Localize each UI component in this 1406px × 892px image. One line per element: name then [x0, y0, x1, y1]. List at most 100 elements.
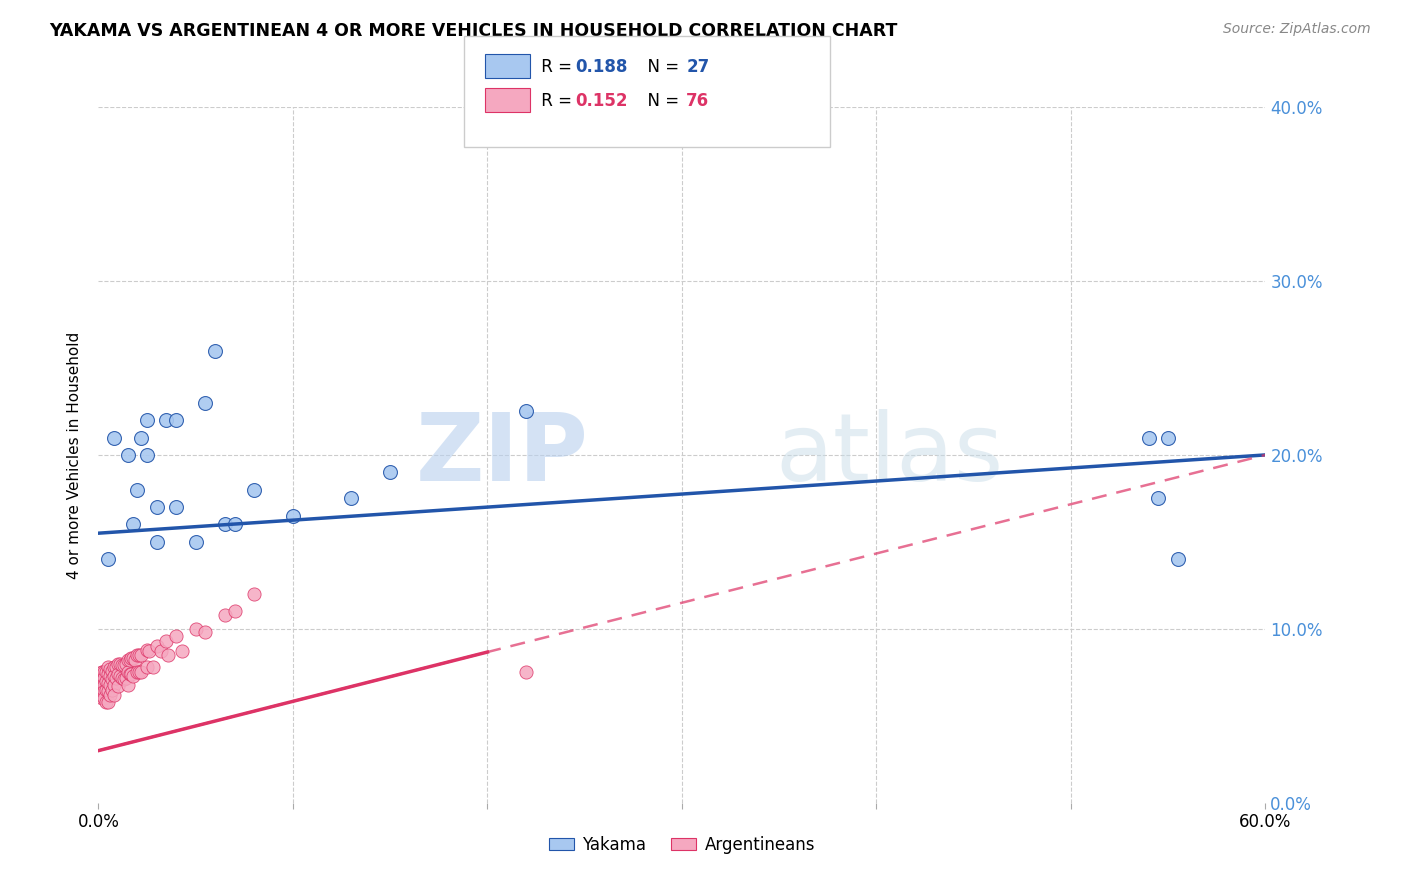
- Point: [165, 500, 187, 514]
- Point: [96, 665, 118, 680]
- Point: [146, 639, 169, 653]
- Point: [224, 605, 246, 619]
- Text: atlas: atlas: [775, 409, 1004, 501]
- Point: [157, 648, 180, 662]
- Point: [101, 673, 124, 687]
- Point: [117, 665, 139, 680]
- Point: [243, 587, 266, 601]
- Point: [103, 660, 125, 674]
- Point: [122, 651, 145, 665]
- Text: YAKAMA VS ARGENTINEAN 4 OR MORE VEHICLES IN HOUSEHOLD CORRELATION CHART: YAKAMA VS ARGENTINEAN 4 OR MORE VEHICLES…: [49, 22, 897, 40]
- Point: [124, 653, 146, 667]
- Point: [340, 491, 363, 506]
- Point: [1137, 430, 1160, 444]
- Point: [98, 662, 121, 676]
- Point: [93, 671, 115, 685]
- Point: [129, 430, 152, 444]
- Point: [108, 657, 131, 671]
- Point: [98, 677, 121, 691]
- Point: [103, 430, 125, 444]
- Point: [127, 665, 149, 680]
- Point: [121, 667, 143, 681]
- Point: [122, 669, 145, 683]
- Point: [111, 671, 134, 685]
- Point: [117, 448, 139, 462]
- Point: [204, 343, 226, 358]
- Point: [104, 671, 127, 685]
- Point: [136, 660, 159, 674]
- Text: 0.152: 0.152: [575, 92, 627, 110]
- Point: [129, 648, 152, 662]
- Point: [96, 674, 118, 689]
- Point: [112, 658, 135, 673]
- Point: [97, 695, 120, 709]
- Text: N =: N =: [637, 92, 685, 110]
- Point: [103, 688, 125, 702]
- Point: [136, 642, 159, 657]
- Text: Source: ZipAtlas.com: Source: ZipAtlas.com: [1223, 22, 1371, 37]
- Point: [122, 517, 145, 532]
- Point: [91, 691, 114, 706]
- Point: [146, 500, 169, 514]
- Text: 76: 76: [686, 92, 709, 110]
- Point: [165, 629, 187, 643]
- Point: [146, 534, 169, 549]
- Point: [117, 653, 139, 667]
- Point: [118, 667, 141, 681]
- Point: [97, 667, 120, 681]
- Point: [165, 413, 187, 427]
- Point: [1167, 552, 1189, 566]
- Point: [112, 673, 135, 687]
- Point: [194, 625, 217, 640]
- Y-axis label: 4 or more Vehicles in Household: 4 or more Vehicles in Household: [67, 331, 83, 579]
- Point: [127, 648, 149, 662]
- Point: [97, 675, 120, 690]
- Point: [118, 653, 141, 667]
- Text: R =: R =: [536, 58, 576, 76]
- Point: [117, 677, 139, 691]
- Point: [128, 648, 150, 662]
- Point: [136, 448, 159, 462]
- Point: [101, 682, 124, 697]
- Point: [138, 644, 160, 658]
- Point: [98, 688, 121, 702]
- Point: [97, 684, 120, 698]
- Point: [170, 644, 193, 658]
- Point: [107, 667, 129, 681]
- Point: [103, 669, 125, 683]
- Point: [93, 665, 115, 680]
- Point: [96, 695, 118, 709]
- Text: 0.188: 0.188: [575, 58, 627, 76]
- Point: [1147, 491, 1170, 506]
- Point: [93, 691, 115, 706]
- Point: [515, 665, 537, 680]
- Point: [96, 682, 118, 697]
- Point: [142, 660, 165, 674]
- Point: [214, 517, 236, 532]
- Point: [97, 660, 120, 674]
- Point: [184, 622, 207, 636]
- Point: [98, 669, 121, 683]
- Point: [107, 679, 129, 693]
- Point: [91, 671, 114, 685]
- Point: [155, 413, 177, 427]
- Point: [91, 677, 114, 691]
- Point: [380, 466, 402, 480]
- Text: N =: N =: [637, 58, 685, 76]
- Point: [155, 634, 177, 648]
- Point: [127, 483, 149, 497]
- Point: [1157, 430, 1180, 444]
- Point: [184, 534, 207, 549]
- Point: [214, 607, 236, 622]
- Point: [224, 517, 246, 532]
- Point: [97, 552, 120, 566]
- Text: ZIP: ZIP: [416, 409, 589, 501]
- Point: [129, 665, 152, 680]
- Point: [111, 658, 134, 673]
- Point: [136, 413, 159, 427]
- Text: 27: 27: [686, 58, 710, 76]
- Point: [103, 677, 125, 691]
- Legend: Yakama, Argentineans: Yakama, Argentineans: [543, 830, 821, 861]
- Point: [243, 483, 266, 497]
- Point: [114, 671, 136, 685]
